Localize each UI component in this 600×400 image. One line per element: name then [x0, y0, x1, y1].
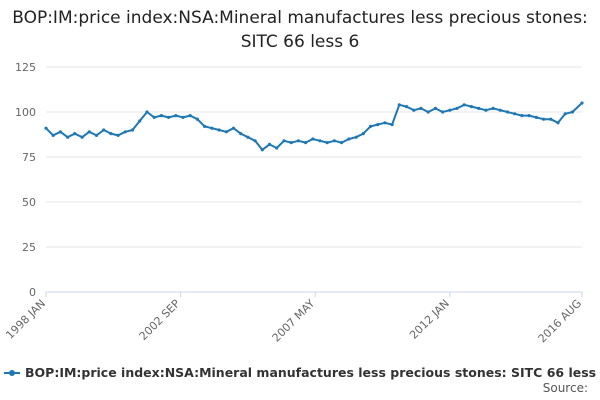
data-point[interactable]	[253, 139, 257, 143]
data-point[interactable]	[224, 130, 228, 134]
data-point[interactable]	[477, 106, 481, 110]
data-point[interactable]	[404, 105, 409, 109]
data-point[interactable]	[513, 112, 517, 116]
data-point[interactable]	[484, 108, 488, 112]
data-point[interactable]	[412, 108, 416, 112]
data-point[interactable]	[390, 123, 394, 127]
data-point[interactable]	[195, 117, 199, 121]
data-point[interactable]	[239, 132, 243, 136]
x-tick-label: 2016 AUG	[536, 297, 585, 346]
data-point[interactable]	[217, 128, 221, 132]
data-point[interactable]	[433, 106, 437, 110]
data-point[interactable]	[368, 124, 373, 128]
data-point[interactable]	[102, 128, 106, 132]
data-point[interactable]	[397, 103, 401, 107]
data-point[interactable]	[455, 106, 459, 110]
data-point[interactable]	[520, 114, 524, 118]
data-point[interactable]	[159, 114, 163, 118]
data-point[interactable]	[246, 135, 250, 139]
data-point[interactable]	[361, 132, 365, 136]
data-point[interactable]	[282, 139, 286, 143]
axes: 0 25 50 75 100 125 1998 JAN 2002 SEP 2007 MAY 201…	[3, 61, 584, 345]
data-point[interactable]	[66, 135, 70, 139]
data-point[interactable]	[44, 126, 48, 130]
data-point[interactable]	[505, 110, 510, 114]
y-tick-label: 0	[29, 286, 36, 299]
data-point[interactable]	[289, 141, 293, 145]
data-point[interactable]	[469, 105, 473, 109]
data-point[interactable]	[325, 141, 329, 145]
data-point[interactable]	[580, 101, 584, 105]
data-point[interactable]	[87, 130, 91, 134]
y-tick-label: 125	[15, 61, 36, 74]
data-point[interactable]	[116, 133, 120, 137]
data-point[interactable]	[426, 110, 430, 114]
data-point[interactable]	[138, 119, 142, 123]
data-point[interactable]	[167, 115, 171, 119]
data-point[interactable]	[181, 115, 185, 119]
data-point[interactable]	[267, 142, 272, 146]
data-point[interactable]	[188, 114, 192, 118]
data-point[interactable]	[347, 137, 351, 141]
data-point[interactable]	[570, 110, 575, 114]
x-tick-label: 2007 MAY	[270, 297, 318, 345]
legend[interactable]: BOP:IM:price index:NSA:Mineral manufactu…	[4, 365, 600, 380]
data-point[interactable]	[318, 139, 322, 143]
data-point[interactable]	[304, 141, 308, 145]
data-point[interactable]	[527, 114, 531, 118]
data-point[interactable]	[441, 110, 445, 114]
data-point[interactable]	[94, 133, 99, 137]
x-tick-label: 2002 SEP	[137, 297, 183, 343]
data-point[interactable]	[376, 123, 380, 127]
data-point[interactable]	[383, 121, 387, 125]
data-point[interactable]	[448, 108, 452, 112]
data-point[interactable]	[549, 117, 553, 121]
data-point[interactable]	[542, 117, 546, 121]
data-point[interactable]	[123, 130, 127, 134]
data-point[interactable]	[419, 106, 423, 110]
chart-title: BOP:IM:price index:NSA:Mineral manufactu…	[12, 8, 588, 52]
y-tick-label: 50	[22, 196, 36, 209]
data-point[interactable]	[152, 115, 156, 119]
data-point[interactable]	[174, 114, 178, 118]
data-point[interactable]	[534, 115, 538, 119]
source-label: Source:	[542, 381, 588, 395]
series-layer	[44, 101, 584, 152]
data-point[interactable]	[354, 135, 358, 139]
data-point[interactable]	[296, 139, 300, 143]
gridlines	[46, 66, 582, 293]
data-point[interactable]	[210, 126, 214, 130]
data-point[interactable]	[260, 148, 264, 152]
y-tick-label: 25	[22, 241, 36, 254]
data-point[interactable]	[332, 139, 336, 143]
data-point[interactable]	[340, 141, 344, 145]
data-point[interactable]	[109, 132, 113, 136]
legend-label: BOP:IM:price index:NSA:Mineral manufactu…	[25, 365, 600, 380]
data-point[interactable]	[462, 103, 466, 107]
data-point[interactable]	[203, 124, 207, 128]
data-point[interactable]	[73, 132, 77, 136]
data-point[interactable]	[556, 121, 560, 125]
data-point[interactable]	[145, 110, 149, 114]
data-point[interactable]	[231, 126, 236, 130]
data-point[interactable]	[130, 128, 135, 132]
y-tick-label: 100	[15, 106, 36, 119]
data-point[interactable]	[58, 130, 63, 134]
data-point[interactable]	[80, 135, 84, 139]
x-tick-label: 2012 JAN	[407, 297, 452, 342]
x-tick-label: 1998 JAN	[3, 297, 48, 342]
data-point[interactable]	[275, 146, 279, 150]
legend-line-icon	[4, 369, 20, 376]
data-point[interactable]	[491, 106, 495, 110]
data-point[interactable]	[311, 137, 315, 141]
y-tick-label: 75	[22, 151, 36, 164]
data-point[interactable]	[51, 133, 55, 137]
data-point[interactable]	[563, 112, 567, 116]
data-point[interactable]	[498, 108, 502, 112]
